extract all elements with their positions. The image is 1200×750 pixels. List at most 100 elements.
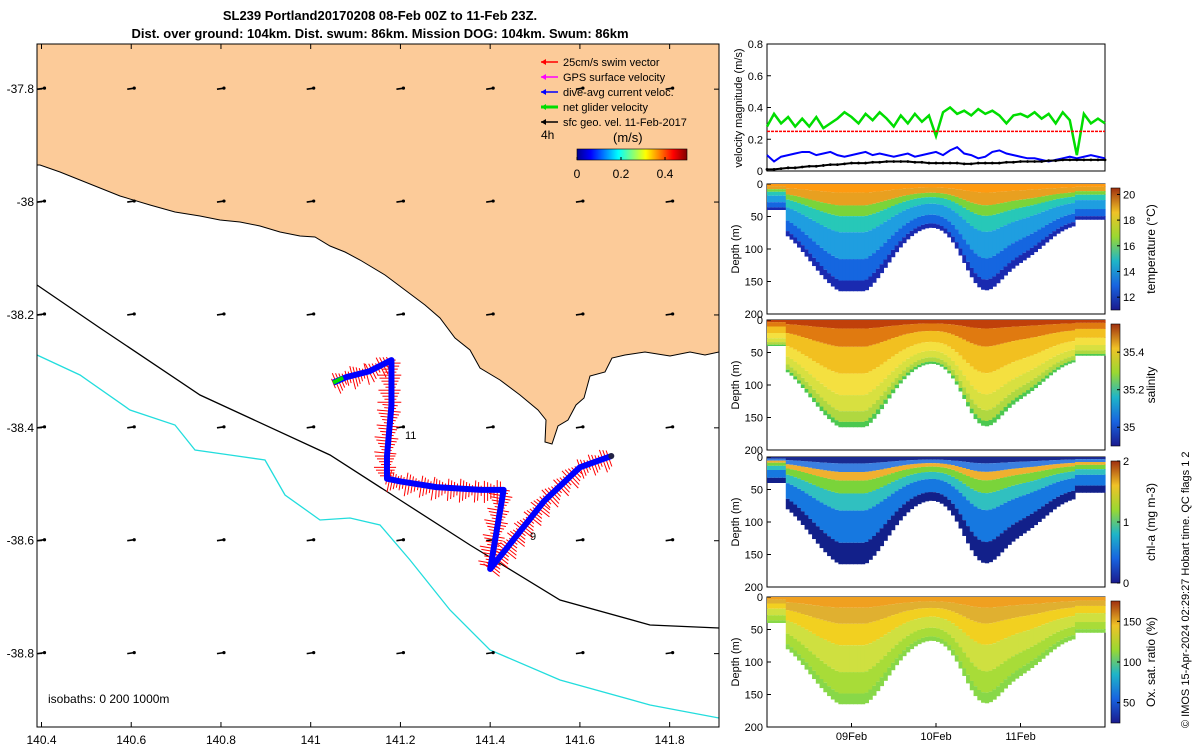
section-cell xyxy=(853,645,858,673)
section-cell xyxy=(977,418,982,424)
section-cell xyxy=(1014,326,1020,341)
section-cell xyxy=(890,205,896,217)
section-cell xyxy=(962,632,967,653)
section-cell xyxy=(1011,209,1016,223)
section-cell xyxy=(770,608,776,616)
section-cell xyxy=(981,372,986,395)
section-cell xyxy=(966,209,971,223)
section-cell xyxy=(838,411,843,422)
section-cell xyxy=(996,404,1001,415)
section-cell xyxy=(1029,355,1035,370)
section-cell xyxy=(894,658,900,666)
map-xtick-label: 141.8 xyxy=(655,733,685,747)
section-cell xyxy=(845,672,851,694)
section-cell xyxy=(830,491,836,509)
section-cell xyxy=(951,369,956,376)
section-cell xyxy=(932,636,937,641)
section-cell xyxy=(774,189,779,192)
section-cell xyxy=(857,607,862,624)
section-cell xyxy=(999,250,1005,270)
section-cell xyxy=(1101,469,1106,475)
section-cell xyxy=(789,372,794,376)
section-cell xyxy=(1018,239,1023,256)
section-cell xyxy=(939,467,945,473)
section-cell xyxy=(898,507,903,521)
section-cell xyxy=(827,344,832,370)
section-cell xyxy=(992,479,997,492)
section-cell xyxy=(920,601,926,609)
section-cell xyxy=(1056,467,1061,474)
section-cell xyxy=(1033,658,1038,666)
section-cell xyxy=(905,635,911,647)
section-cell xyxy=(782,195,787,203)
section-cell xyxy=(864,471,869,481)
section-cell xyxy=(1093,184,1099,187)
section-cell xyxy=(992,607,997,623)
section-cell xyxy=(864,320,869,329)
section-cell xyxy=(913,597,918,602)
section-cell xyxy=(785,184,791,189)
section-cell xyxy=(1044,375,1050,379)
section-cell xyxy=(1059,360,1065,365)
section-cell xyxy=(774,342,779,345)
section-cell xyxy=(823,504,828,534)
section-cell xyxy=(943,367,948,370)
section-cell xyxy=(1026,467,1031,474)
section-cell xyxy=(883,462,888,469)
section-cell xyxy=(853,623,858,646)
section-cell xyxy=(936,608,941,618)
section-cell xyxy=(996,686,1001,697)
section-cell xyxy=(834,691,839,703)
velocity-point xyxy=(779,167,783,171)
section-cell xyxy=(849,463,854,473)
section-cell xyxy=(992,391,997,408)
section-cell xyxy=(1067,478,1072,492)
section-cell xyxy=(789,469,794,476)
map-xtick-label: 140.8 xyxy=(206,733,236,747)
section-cell xyxy=(785,188,791,195)
section-cell xyxy=(1044,188,1050,196)
section-cell xyxy=(902,602,907,612)
section-cell xyxy=(1033,214,1038,232)
section-cell xyxy=(804,381,809,389)
section-cell xyxy=(928,203,933,215)
section-cell xyxy=(797,212,802,229)
section-cell xyxy=(1014,633,1020,655)
section-cell xyxy=(1086,629,1091,633)
section-cell xyxy=(849,457,854,464)
section-cell xyxy=(1033,511,1038,526)
velocity-point xyxy=(793,166,797,170)
section-cell xyxy=(890,648,896,663)
section-cell xyxy=(1074,200,1080,210)
section-cell xyxy=(1063,608,1069,618)
section-cell xyxy=(879,395,885,405)
section-cell xyxy=(838,205,843,217)
section-cell xyxy=(1063,597,1069,602)
section-cell xyxy=(868,479,873,492)
section-cell xyxy=(890,338,896,357)
section-cell xyxy=(1041,211,1046,228)
section-cell xyxy=(913,641,918,647)
section-cell xyxy=(842,320,847,329)
section-cell xyxy=(1044,195,1050,202)
section-cell xyxy=(1078,462,1084,465)
section-cell xyxy=(939,457,945,460)
section-cell xyxy=(823,343,828,368)
section-cell xyxy=(834,597,839,608)
section-cell xyxy=(800,658,806,665)
section-cell xyxy=(857,232,862,260)
section-cell xyxy=(782,326,787,333)
section-cell xyxy=(936,463,941,467)
section-cell xyxy=(860,672,866,694)
section-cell xyxy=(797,228,802,242)
section-cell xyxy=(1011,462,1016,469)
section-cell xyxy=(849,597,854,608)
section-cell xyxy=(1093,464,1099,470)
section-cell xyxy=(883,617,888,635)
section-cell xyxy=(857,205,862,217)
section-cell xyxy=(827,273,832,284)
geo-arrow-head xyxy=(222,312,226,316)
section-cell xyxy=(1093,605,1099,614)
section-cell xyxy=(962,457,967,462)
section-cell xyxy=(815,190,821,202)
